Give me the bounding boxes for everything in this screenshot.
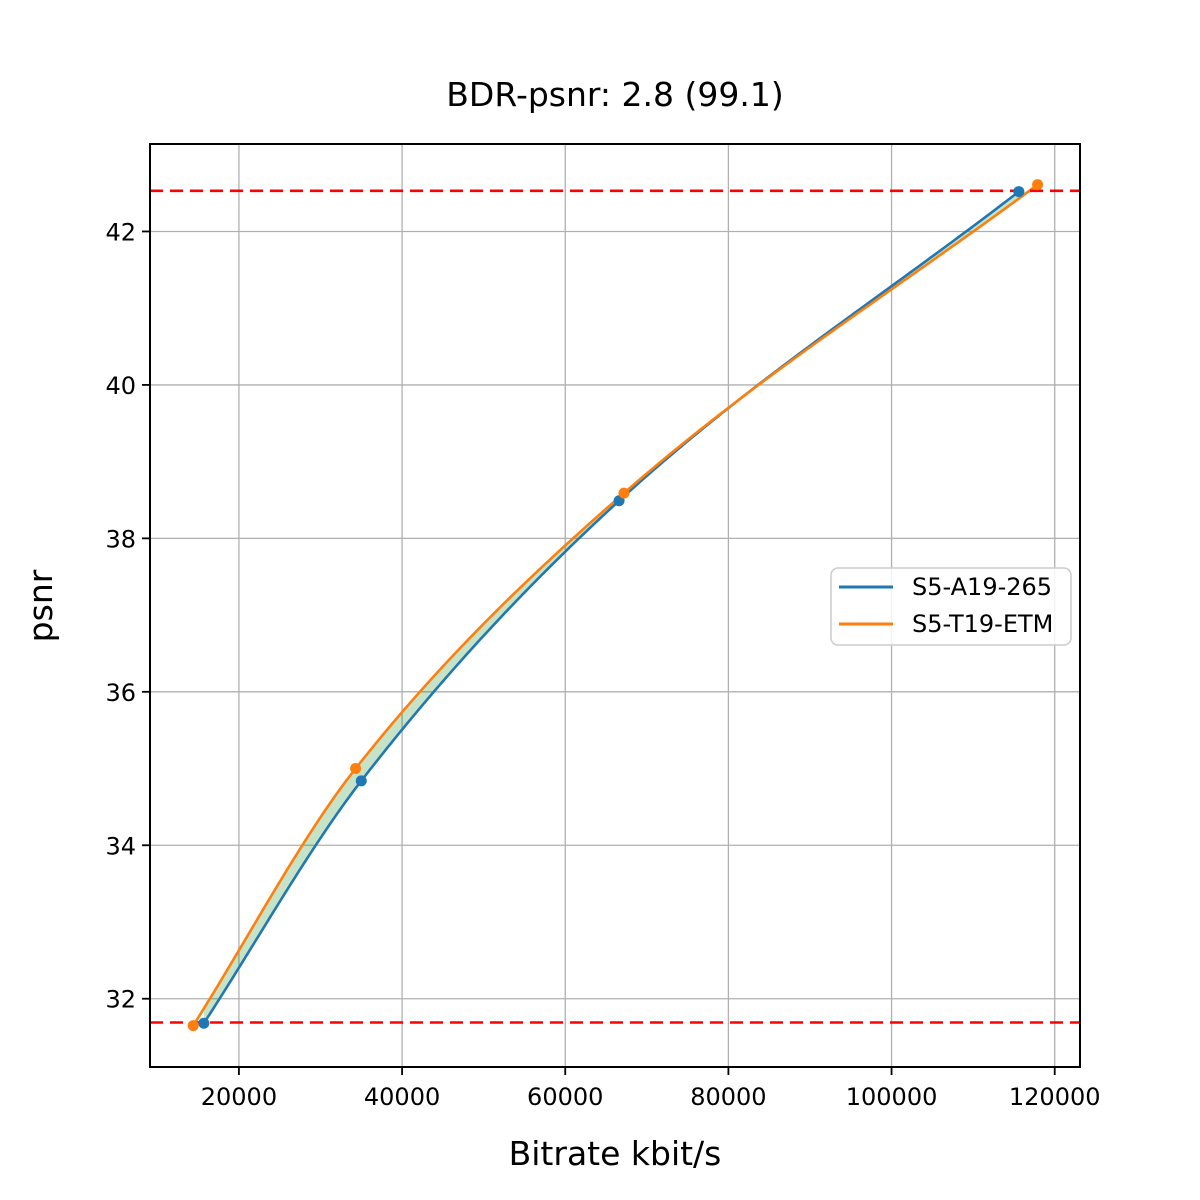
curve-s5-a19-265 [202,190,1021,1025]
y-tick-label: 40 [105,372,136,400]
x-tick-label: 100000 [846,1083,938,1111]
data-point-s5-t19-etm [1032,179,1044,191]
data-point-s5-t19-etm [187,1020,199,1032]
reference-lines [150,189,1080,1024]
legend-items: S5-A19-265 S5-T19-ETM [839,573,1053,638]
x-tick-label: 60000 [527,1083,603,1111]
axis-ticks: 20000 40000 60000 80000 100000 120000 32 34 36 38… [105,218,1100,1111]
legend-label: S5-A19-265 [912,573,1052,601]
plot-frame [149,143,1081,1068]
data-point-s5-a19-265 [198,1017,210,1029]
x-axis-label: Bitrate kbit/s [509,1134,722,1173]
x-tick-label: 40000 [364,1083,440,1111]
x-tick-label: 80000 [690,1083,766,1111]
y-tick-label: 36 [105,679,136,707]
chart-title: BDR-psnr: 2.8 (99.1) [446,75,783,114]
x-tick-label: 120000 [1009,1083,1101,1111]
y-axis-label: psnr [21,569,60,642]
x-tick-label: 20000 [201,1083,277,1111]
y-tick-label: 38 [105,525,136,553]
data-point-s5-a19-265 [355,775,367,787]
legend: S5-A19-265 S5-T19-ETM [830,567,1072,646]
y-tick-label: 42 [105,218,136,246]
data-point-s5-t19-etm [618,487,630,499]
y-tick-label: 32 [105,986,136,1014]
data-point-s5-a19-265 [1013,186,1025,198]
legend-label: S5-T19-ETM [912,610,1053,638]
data-point-markers [187,179,1044,1032]
data-point-s5-t19-etm [350,763,362,775]
y-tick-label: 34 [105,832,136,860]
